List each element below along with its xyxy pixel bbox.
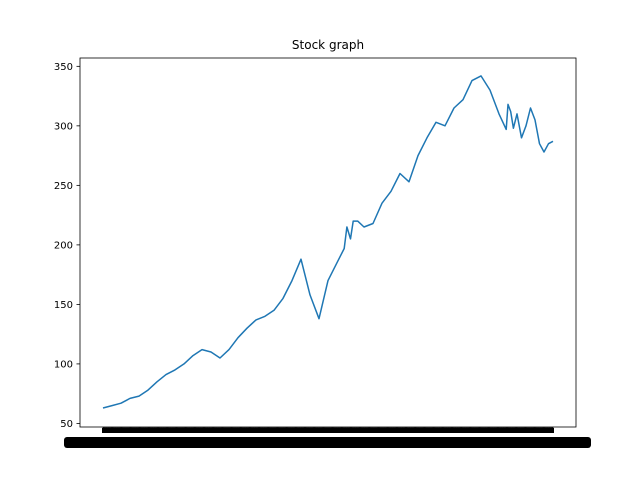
y-tick-label-200: 200	[54, 240, 73, 251]
chart-title: Stock graph	[292, 38, 364, 52]
y-tick-label-150: 150	[54, 300, 73, 311]
y-tick-label-50: 50	[60, 419, 73, 430]
y-tick-label-100: 100	[54, 359, 73, 370]
x-tick-labels-overlap	[64, 437, 591, 448]
y-tick-label-300: 300	[54, 121, 73, 132]
axes: 50 100 150 200 250 300 350	[54, 57, 591, 448]
axes-frame	[79, 57, 577, 428]
y-tick-label-250: 250	[54, 181, 73, 192]
series-line	[102, 75, 554, 409]
x-tick-band	[102, 428, 554, 433]
y-tick-label-350: 350	[54, 62, 73, 73]
